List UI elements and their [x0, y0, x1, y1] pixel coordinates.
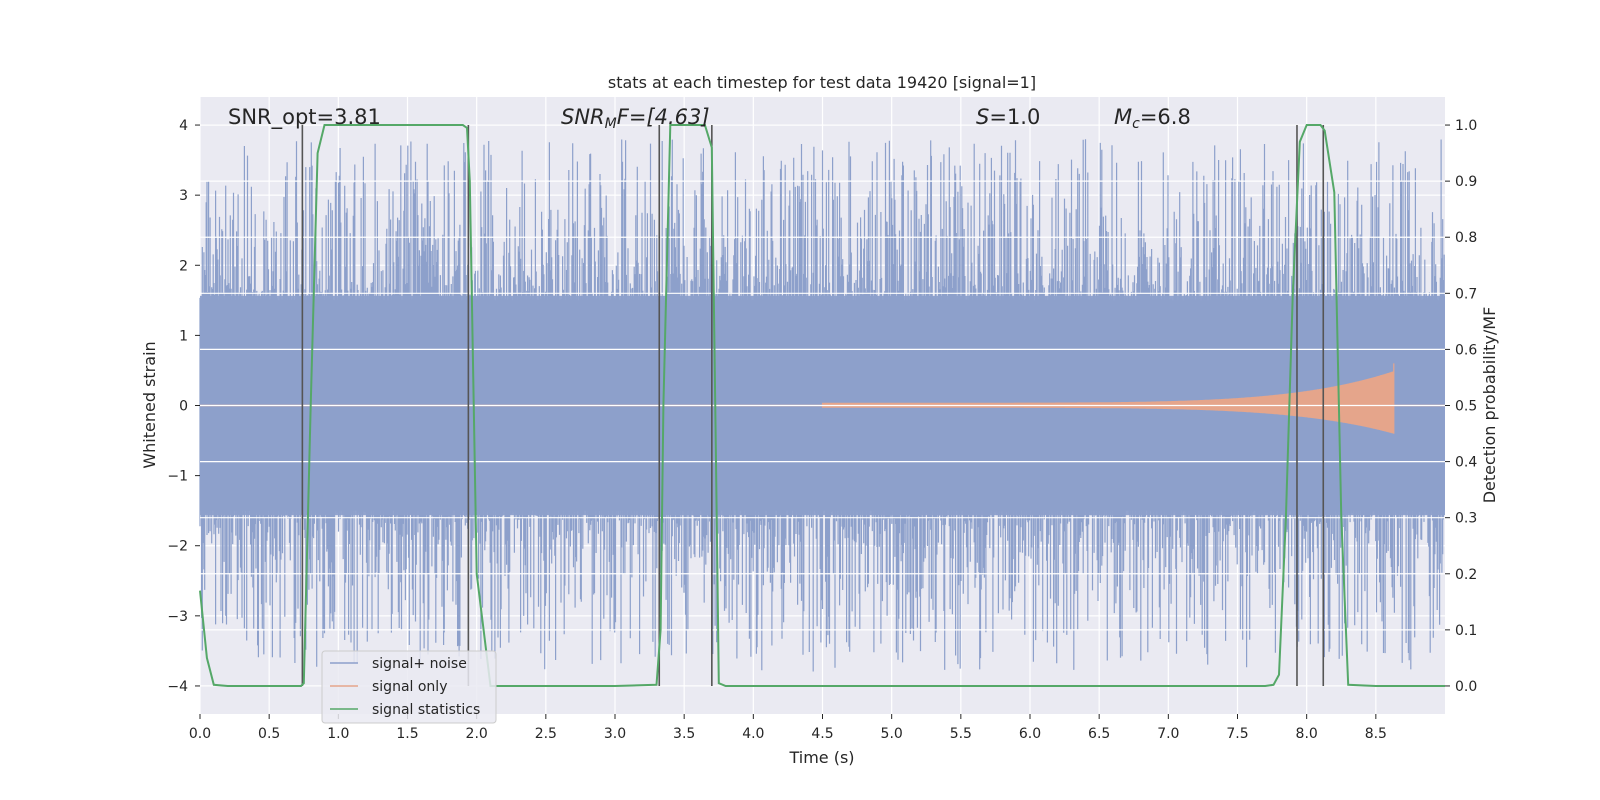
y-left-tick-label-1: 3	[179, 188, 188, 204]
y-left-tick-label-5: −1	[167, 469, 188, 485]
signal-statistics-line	[199, 124, 1445, 687]
y-axis-left-label: Whitened strain	[140, 341, 159, 468]
y-axis-right-ticks: 1.0 0.9 0.8 0.7 0.6 0.5 0.4 0.3 0.2 0.1 0.0	[1445, 118, 1477, 695]
x-tick-label-13: 6.5	[1088, 726, 1110, 742]
series-signal-statistics	[199, 124, 1445, 687]
x-tick-label-5: 2.5	[535, 726, 557, 742]
x-tick-label-6: 3.0	[604, 726, 626, 742]
y-left-tick-label-0: 4	[179, 118, 188, 134]
legend-box	[321, 650, 497, 724]
x-axis-ticks: 0.0 0.5 1.0 1.5 2.0 2.5 3.0 3.5 4.0 4.5 5.0 5.5 6.0 6…	[189, 714, 1387, 742]
legend-label-signal-noise: signal+ noise	[372, 656, 467, 672]
y-left-tick-label-8: −4	[167, 679, 188, 695]
x-tick-label-2: 1.0	[327, 726, 349, 742]
annotation-snr-mf-tail: F=[4.63]	[617, 105, 710, 129]
y-right-tick-label-2: 0.8	[1455, 230, 1477, 246]
y-right-tick-label-7: 0.3	[1455, 511, 1477, 527]
x-tick-label-1: 0.5	[258, 726, 280, 742]
annotation-mc-sub: c	[1132, 116, 1140, 132]
x-axis-label: Time (s)	[788, 748, 854, 767]
legend: signal+ noise signal only signal statist…	[321, 650, 497, 724]
y-left-tick-label-7: −3	[167, 609, 188, 625]
y-right-tick-label-3: 0.7	[1455, 286, 1477, 302]
x-tick-label-4: 2.0	[466, 726, 488, 742]
y-right-tick-label-4: 0.6	[1455, 342, 1477, 358]
legend-label-signal-only: signal only	[372, 679, 447, 695]
x-tick-label-16: 8.0	[1296, 726, 1318, 742]
annotation-snr-opt: SNR_opt=3.81	[228, 105, 381, 130]
annotation-s-value: =1.0	[989, 105, 1040, 129]
y-right-tick-label-9: 0.1	[1455, 623, 1477, 639]
annotation-s-label: S	[976, 105, 989, 129]
annotation-snr-mf: SNRMF=[4.63]	[561, 105, 710, 132]
annotation-mc: Mc=6.8	[1114, 105, 1191, 132]
annotation-s: S=1.0	[976, 105, 1040, 129]
x-tick-label-10: 5.0	[881, 726, 903, 742]
y-right-tick-label-8: 0.2	[1455, 567, 1477, 583]
annotation-snr-mf-base: SNR	[561, 105, 605, 129]
y-axis-left-ticks: 4 3 2 1 0 −1 −2 −3 −4	[167, 118, 200, 695]
y-right-tick-label-5: 0.5	[1455, 399, 1477, 415]
x-tick-label-14: 7.0	[1157, 726, 1179, 742]
x-tick-label-7: 3.5	[673, 726, 695, 742]
x-tick-label-15: 7.5	[1226, 726, 1248, 742]
chart-title: stats at each timestep for test data 194…	[608, 73, 1036, 92]
y-right-tick-label-10: 0.0	[1455, 679, 1477, 695]
legend-label-signal-statistics: signal statistics	[372, 702, 480, 718]
x-tick-label-9: 4.5	[811, 726, 833, 742]
y-right-tick-label-0: 1.0	[1455, 118, 1477, 134]
annotation-mc-label: M	[1114, 105, 1132, 129]
y-left-tick-label-6: −2	[167, 539, 188, 555]
y-right-tick-label-6: 0.4	[1455, 455, 1477, 471]
x-tick-label-17: 8.5	[1365, 726, 1387, 742]
annotation-snr-mf-sub: M	[605, 116, 617, 132]
annotation-mc-value: =6.8	[1140, 105, 1191, 129]
x-tick-label-3: 1.5	[396, 726, 418, 742]
y-left-tick-label-4: 0	[179, 399, 188, 415]
x-tick-label-0: 0.0	[189, 726, 211, 742]
y-right-tick-label-1: 0.9	[1455, 174, 1477, 190]
y-left-tick-label-3: 1	[179, 328, 188, 344]
x-tick-label-12: 6.0	[1019, 726, 1041, 742]
y-left-tick-label-2: 2	[179, 258, 188, 274]
x-tick-label-8: 4.0	[742, 726, 764, 742]
x-tick-label-11: 5.5	[950, 726, 972, 742]
y-axis-right-label: Detection probability/MF	[1480, 307, 1499, 504]
